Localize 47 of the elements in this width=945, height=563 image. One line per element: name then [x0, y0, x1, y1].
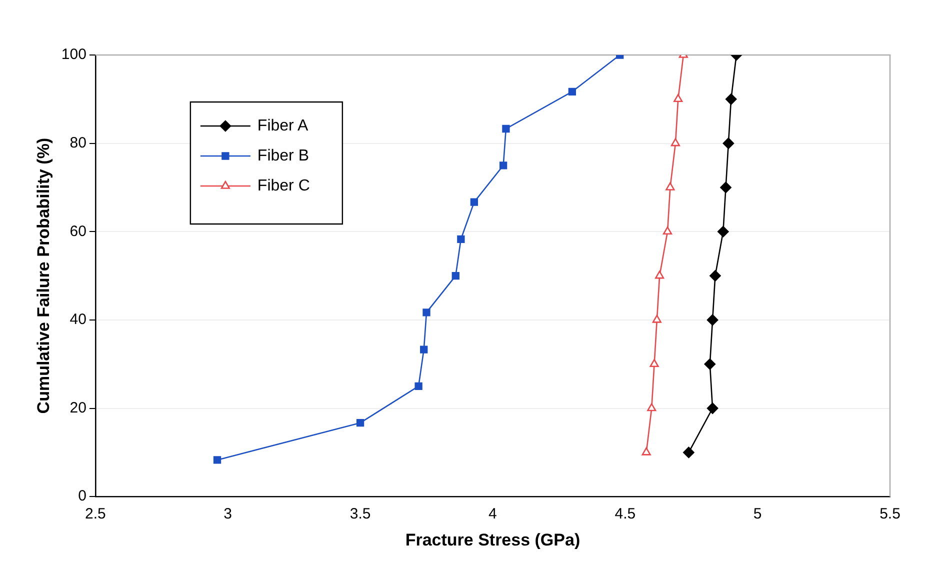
point: [662, 226, 672, 235]
point: [722, 138, 734, 149]
point: [706, 314, 718, 326]
x-tick-label: 4: [488, 506, 497, 523]
point: [717, 226, 729, 238]
x-axis-title: Fracture Stress (GPa): [405, 530, 580, 550]
point: [452, 272, 460, 280]
point: [470, 198, 478, 206]
point: [642, 447, 651, 456]
point: [499, 162, 508, 170]
point: [683, 446, 694, 458]
y-tick-label: 100: [61, 46, 86, 64]
y-tick-label: 0: [78, 488, 86, 505]
point: [725, 94, 737, 105]
point: [213, 456, 222, 464]
point: [650, 358, 659, 368]
y-tick-label: 80: [70, 134, 86, 152]
point: [666, 182, 675, 190]
point: [710, 270, 721, 282]
point: [706, 402, 718, 414]
point: [422, 308, 430, 316]
x-tick-label: 5: [753, 506, 762, 523]
point: [674, 94, 683, 102]
y-axis-title: Cumulative Failure Probability (%): [34, 138, 53, 414]
y-tick-label: 20: [70, 399, 86, 416]
point: [568, 88, 576, 96]
point: [502, 124, 510, 133]
legend-label: Fiber A: [257, 117, 308, 134]
legend-label: Fiber B: [257, 147, 310, 164]
x-tick-label: 3.5: [350, 506, 371, 523]
point: [356, 419, 364, 427]
point: [420, 346, 428, 354]
legend-label: Fiber C: [257, 177, 310, 194]
point: [655, 270, 664, 279]
point: [652, 314, 662, 323]
point: [704, 358, 716, 370]
x-tick-label: 5.5: [880, 506, 900, 523]
point: [720, 182, 732, 194]
point: [647, 403, 656, 412]
x-tick-label: 3: [224, 506, 232, 523]
x-tick-label: 2.5: [84, 506, 106, 523]
point: [414, 382, 422, 390]
point: [670, 138, 680, 146]
point: [457, 235, 465, 243]
y-tick-label: 40: [70, 311, 86, 328]
y-tick-label: 60: [70, 222, 86, 240]
x-tick-label: 4.5: [614, 506, 636, 523]
